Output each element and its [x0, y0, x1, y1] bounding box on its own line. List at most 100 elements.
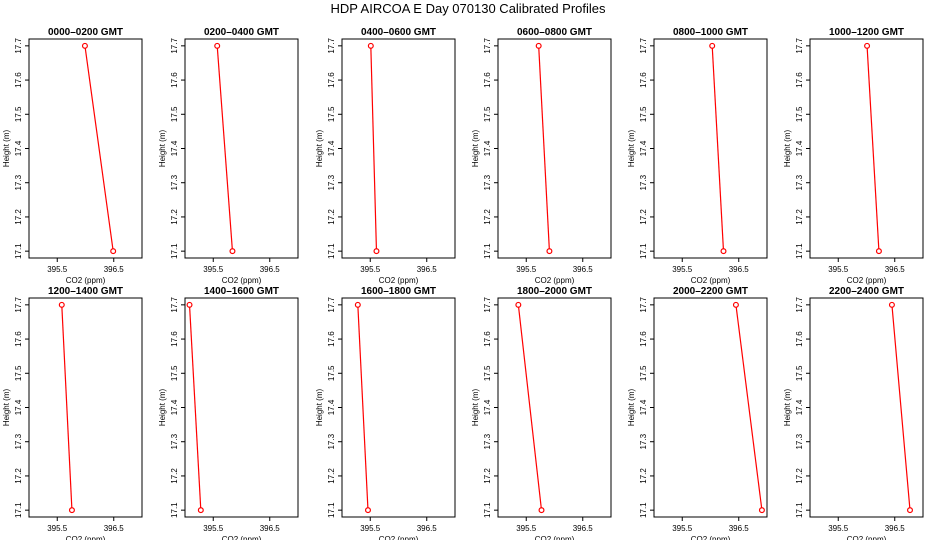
y-tick-label: 17.5	[14, 106, 23, 122]
y-tick-label: 17.5	[327, 106, 336, 122]
y-tick-label: 17.5	[327, 365, 336, 381]
chart-panel-11: 2000–2200 GMT 395.5 396.5 CO2 (ppm) 17.1 17.2…	[627, 286, 768, 540]
y-tick-label: 17.5	[795, 365, 804, 381]
x-axis-label: CO2 (ppm)	[66, 535, 106, 540]
y-tick-label: 17.4	[639, 399, 648, 415]
y-axis-label: Height (m)	[158, 129, 167, 167]
y-axis-label: Height (m)	[783, 129, 792, 167]
y-tick-label: 17.4	[639, 140, 648, 156]
y-tick-label: 17.6	[795, 72, 804, 88]
chart-title: 0600–0800 GMT	[517, 27, 592, 38]
chart-title: 0400–0600 GMT	[361, 27, 436, 38]
y-tick-label: 17.1	[14, 502, 23, 518]
data-point	[367, 42, 374, 49]
y-tick-label: 17.1	[327, 502, 336, 518]
data-point	[758, 507, 765, 514]
data-point	[197, 507, 204, 514]
chart-panel-5: 0800–1000 GMT 395.5 396.5 CO2 (ppm) 17.1 17.2…	[627, 27, 768, 285]
y-tick-label: 17.1	[795, 502, 804, 518]
y-axis-label: Height (m)	[471, 388, 480, 426]
y-tick-label: 17.7	[170, 297, 179, 313]
y-tick-label: 17.7	[327, 297, 336, 313]
y-tick-label: 17.4	[14, 399, 23, 415]
y-tick-label: 17.5	[639, 106, 648, 122]
y-tick-label: 17.5	[170, 106, 179, 122]
data-point	[81, 42, 88, 49]
y-axis-label: Height (m)	[315, 388, 324, 426]
data-point	[732, 301, 739, 308]
plot-frame	[184, 38, 299, 259]
plot-frame	[497, 38, 612, 259]
plot-frame	[28, 297, 143, 518]
y-tick-label: 17.1	[170, 243, 179, 259]
plot-frame	[497, 297, 612, 518]
page-title: HDP AIRCOA E Day 070130 Calibrated Profi…	[330, 1, 606, 16]
y-tick-label: 17.6	[795, 331, 804, 347]
y-tick-label: 17.3	[327, 174, 336, 190]
y-tick-label: 17.3	[795, 433, 804, 449]
y-tick-label: 17.2	[639, 209, 648, 225]
y-tick-label: 17.3	[14, 174, 23, 190]
profile-line	[735, 304, 763, 511]
y-tick-label: 17.7	[795, 297, 804, 313]
y-tick-label: 17.4	[14, 140, 23, 156]
chart-panel-8: 1400–1600 GMT 395.5 396.5 CO2 (ppm) 17.1 17.2…	[158, 286, 299, 540]
data-point	[864, 42, 871, 49]
x-tick-label: 396.5	[573, 524, 594, 533]
y-tick-label: 17.2	[327, 468, 336, 484]
data-point	[214, 42, 221, 49]
x-tick-label: 396.5	[104, 265, 125, 274]
y-tick-label: 17.1	[170, 502, 179, 518]
y-axis-label: Height (m)	[2, 129, 11, 167]
chart-title: 1600–1800 GMT	[361, 286, 436, 297]
y-tick-label: 17.3	[170, 433, 179, 449]
data-point	[875, 248, 882, 255]
data-point	[535, 42, 542, 49]
x-tick-label: 395.5	[516, 265, 537, 274]
y-tick-label: 17.3	[639, 174, 648, 190]
x-tick-label: 396.5	[417, 524, 438, 533]
x-tick-label: 396.5	[260, 524, 281, 533]
y-tick-label: 17.5	[483, 106, 492, 122]
y-axis-label: Height (m)	[627, 388, 636, 426]
y-axis-label: Height (m)	[627, 129, 636, 167]
x-tick-label: 395.5	[47, 524, 68, 533]
x-tick-label: 395.5	[47, 265, 68, 274]
profile-line	[84, 45, 114, 252]
y-tick-label: 17.2	[14, 468, 23, 484]
y-tick-label: 17.1	[639, 243, 648, 259]
x-axis-label: CO2 (ppm)	[66, 276, 106, 285]
y-tick-label: 17.2	[795, 468, 804, 484]
y-tick-label: 17.6	[14, 331, 23, 347]
plot-frame	[809, 38, 924, 259]
y-tick-label: 17.2	[170, 209, 179, 225]
profile-line	[61, 304, 73, 511]
chart-title: 2000–2200 GMT	[673, 286, 748, 297]
x-axis-label: CO2 (ppm)	[691, 535, 731, 540]
chart-title: 1400–1600 GMT	[204, 286, 279, 297]
chart-panel-6: 1000–1200 GMT 395.5 396.5 CO2 (ppm) 17.1 17.2…	[783, 27, 924, 285]
chart-panel-10: 1800–2000 GMT 395.5 396.5 CO2 (ppm) 17.1 17.2…	[471, 286, 612, 540]
chart-title: 2200–2400 GMT	[829, 286, 904, 297]
data-point	[538, 507, 545, 514]
plot-frame	[653, 297, 768, 518]
x-tick-label: 396.5	[573, 265, 594, 274]
y-tick-label: 17.6	[639, 72, 648, 88]
data-point	[515, 301, 522, 308]
y-tick-label: 17.5	[14, 365, 23, 381]
data-point	[373, 248, 380, 255]
profile-line	[711, 45, 725, 252]
chart-title: 1200–1400 GMT	[48, 286, 123, 297]
profile-line	[216, 45, 234, 252]
x-tick-label: 396.5	[104, 524, 125, 533]
y-tick-label: 17.6	[483, 72, 492, 88]
y-tick-label: 17.4	[483, 399, 492, 415]
x-axis-label: CO2 (ppm)	[222, 276, 262, 285]
profile-line	[188, 304, 202, 511]
data-point	[546, 248, 553, 255]
y-axis-label: Height (m)	[158, 388, 167, 426]
plot-frame	[28, 38, 143, 259]
y-tick-label: 17.2	[483, 209, 492, 225]
y-tick-label: 17.4	[483, 140, 492, 156]
